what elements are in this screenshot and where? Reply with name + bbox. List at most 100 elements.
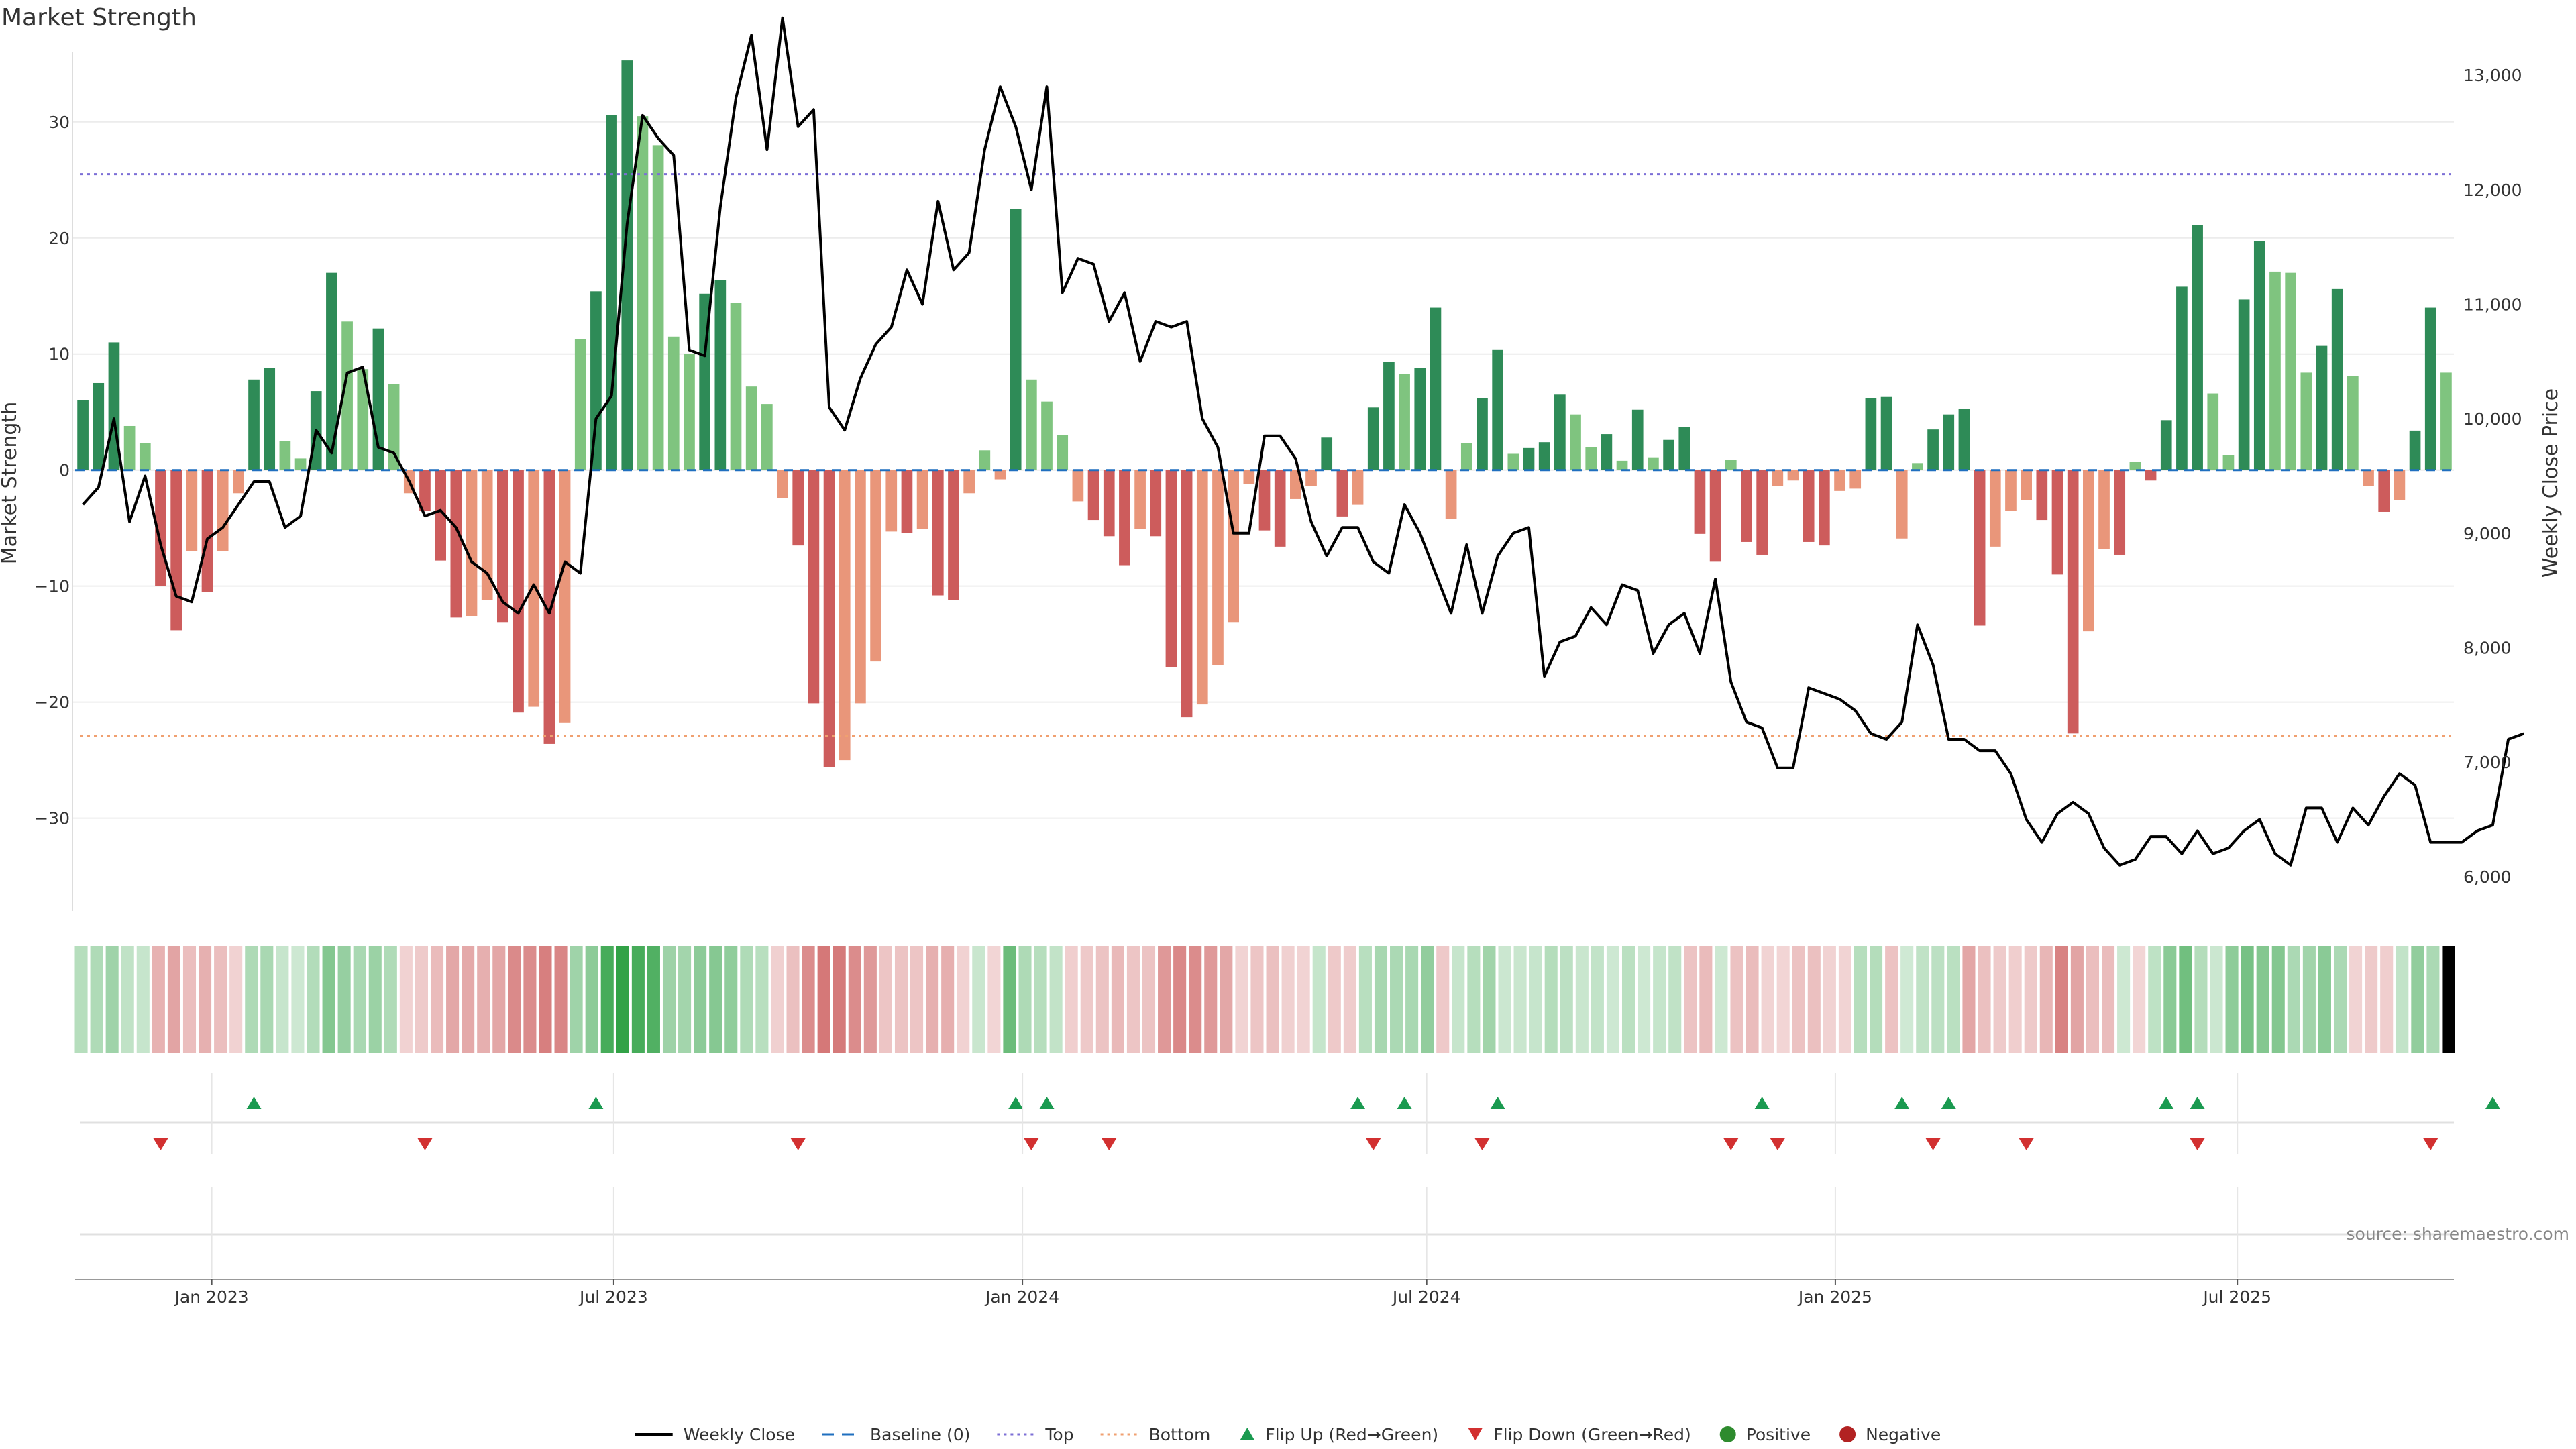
strength-bar bbox=[1880, 396, 1892, 470]
strength-bar bbox=[497, 470, 508, 623]
x-tick-label: Jul 2025 bbox=[2202, 1287, 2271, 1307]
strength-bar bbox=[1212, 470, 1224, 665]
strength-bar bbox=[855, 470, 866, 704]
strength-bar bbox=[1336, 470, 1348, 517]
strength-bar bbox=[808, 470, 820, 704]
strength-bar bbox=[1087, 470, 1099, 521]
heat-cell bbox=[817, 946, 830, 1053]
x-tick-label: Jan 2023 bbox=[174, 1287, 249, 1307]
heat-cell bbox=[1220, 946, 1233, 1053]
left-axis-title: Market Strength bbox=[0, 402, 21, 564]
reference-lines bbox=[75, 173, 2454, 737]
heat-cell bbox=[1621, 946, 1635, 1053]
strength-bar bbox=[1305, 470, 1317, 486]
strength-bar bbox=[1601, 434, 1613, 470]
right-axis-ticks: 6,000 7,000 8,000 9,000 10,000 11,000 12,000 13… bbox=[2463, 66, 2522, 887]
legend-item: Top bbox=[997, 1425, 1074, 1444]
heat-cell bbox=[2008, 946, 2022, 1053]
flip-down-marker bbox=[417, 1138, 433, 1150]
strength-bar bbox=[1741, 470, 1752, 542]
strength-bar bbox=[1803, 470, 1815, 542]
heat-cell bbox=[2256, 946, 2269, 1053]
strength-bar bbox=[2378, 470, 2390, 512]
flip-up-marker bbox=[1397, 1097, 1412, 1109]
strength-bar bbox=[963, 470, 975, 494]
strength-bar bbox=[341, 321, 353, 470]
flip-down-marker bbox=[1474, 1138, 1490, 1150]
flip-up-marker bbox=[1894, 1097, 1910, 1109]
heat-cell bbox=[863, 946, 877, 1053]
strength-bar bbox=[1554, 394, 1566, 470]
heat-cell bbox=[2411, 946, 2424, 1053]
heat-cell bbox=[585, 946, 598, 1053]
strength-bar bbox=[559, 470, 571, 723]
strength-bar bbox=[916, 470, 928, 529]
heat-cell bbox=[879, 946, 892, 1053]
strength-bar bbox=[1538, 442, 1550, 470]
legend-swatch-circle bbox=[1839, 1426, 1856, 1442]
heat-cell bbox=[678, 946, 692, 1053]
heat-cell bbox=[368, 946, 382, 1053]
strength-bar bbox=[248, 379, 260, 470]
strength-bar bbox=[2036, 470, 2048, 521]
x-tick-label: Jan 2025 bbox=[1797, 1287, 1872, 1307]
heat-cell bbox=[1173, 946, 1187, 1053]
heat-cell bbox=[1158, 946, 1171, 1053]
strength-bar bbox=[170, 470, 182, 631]
legend-item: Flip Down (Green→Red) bbox=[1468, 1425, 1691, 1444]
heat-cell bbox=[1792, 946, 1805, 1053]
heat-cell bbox=[1436, 946, 1450, 1053]
strength-bar bbox=[1399, 374, 1410, 470]
heat-cell bbox=[182, 946, 197, 1053]
heat-cell bbox=[662, 946, 676, 1053]
flip-up-marker bbox=[588, 1097, 604, 1109]
heat-cell bbox=[631, 946, 645, 1053]
strength-bar bbox=[1507, 453, 1519, 470]
flip-down-marker bbox=[1366, 1138, 1381, 1150]
heat-cell bbox=[1126, 946, 1140, 1053]
strength-bar bbox=[1648, 457, 1659, 470]
flip-up-marker bbox=[1941, 1097, 1956, 1109]
flip-up-marker bbox=[1350, 1097, 1366, 1109]
strength-bar bbox=[1150, 470, 1162, 537]
heat-cell bbox=[2396, 946, 2409, 1053]
legend-label: Positive bbox=[1746, 1425, 1811, 1444]
heat-cell bbox=[415, 946, 428, 1053]
strength-bar bbox=[2409, 430, 2421, 470]
strength-bar bbox=[93, 382, 105, 470]
legend-item: Positive bbox=[1719, 1425, 1811, 1444]
heat-cell bbox=[755, 946, 769, 1053]
heat-cell bbox=[2086, 946, 2100, 1053]
heat-cell bbox=[1421, 946, 1434, 1053]
heat-cell bbox=[2426, 946, 2440, 1053]
strength-bar bbox=[357, 369, 369, 470]
heat-cell bbox=[508, 946, 521, 1053]
strength-bar bbox=[1585, 447, 1597, 470]
right-tick-label: 9,000 bbox=[2463, 524, 2512, 543]
strength-bar bbox=[513, 470, 524, 713]
strength-bar bbox=[1570, 414, 1581, 470]
heat-cell bbox=[2271, 946, 2285, 1053]
strength-bar bbox=[901, 470, 913, 533]
heat-cell bbox=[399, 946, 413, 1053]
source-note: source: sharemaestro.com bbox=[2347, 1224, 2570, 1244]
strength-bar bbox=[435, 470, 446, 561]
strength-bar bbox=[1134, 470, 1146, 529]
strength-bar bbox=[1974, 470, 1986, 626]
strength-bar bbox=[652, 145, 664, 470]
heat-cell bbox=[2302, 946, 2316, 1053]
strength-bar bbox=[1819, 470, 1830, 546]
heat-cell bbox=[1328, 946, 1341, 1053]
strength-bar bbox=[217, 470, 229, 551]
strength-bar bbox=[466, 470, 478, 616]
strength-bar bbox=[792, 470, 804, 546]
strength-bar bbox=[2067, 470, 2079, 734]
strength-bar bbox=[684, 354, 695, 470]
legend-item: Weekly Close bbox=[635, 1425, 795, 1444]
strength-bar bbox=[1181, 470, 1193, 718]
heat-cell bbox=[554, 946, 568, 1053]
heat-cell bbox=[1390, 946, 1403, 1053]
heat-cell bbox=[492, 946, 506, 1053]
strength-bar bbox=[606, 115, 617, 470]
heat-cell bbox=[2287, 946, 2300, 1053]
